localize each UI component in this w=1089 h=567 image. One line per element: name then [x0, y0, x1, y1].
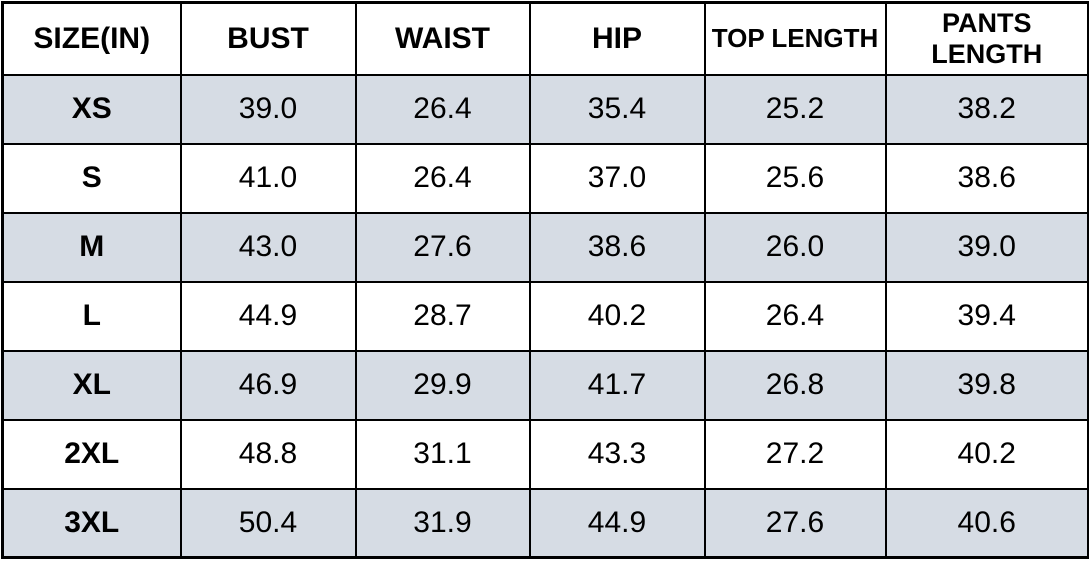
- column-header-label: TOP LENGTH: [711, 23, 879, 54]
- size-label: M: [1, 211, 182, 283]
- column-header: TOP LENGTH: [703, 1, 887, 76]
- table-row: L 44.9 28.7 40.2 26.4 39.4: [1, 280, 1089, 352]
- measurement-cell: 27.2: [703, 418, 887, 490]
- measurement-cell: 39.4: [884, 280, 1089, 352]
- measurement-cell: 26.0: [703, 211, 887, 283]
- column-header-label: SIZE(IN): [33, 21, 151, 55]
- size-label: 3XL: [1, 487, 182, 559]
- measurement-cell: 27.6: [703, 487, 887, 559]
- measurement-cell: 46.9: [179, 349, 357, 421]
- measurement-cell: 39.0: [179, 73, 357, 145]
- measurement-cell: 26.8: [703, 349, 887, 421]
- column-header: SIZE(IN): [1, 1, 182, 76]
- table-row: 3XL 50.4 31.9 44.9 27.6 40.6: [1, 487, 1089, 559]
- column-header-label: WAIST: [395, 21, 490, 55]
- header-row: SIZE(IN) BUST WAIST HIP TOP LENGTH PANTS LENG…: [1, 1, 1089, 76]
- column-header-label: BUST: [227, 21, 309, 55]
- table-row: S 41.0 26.4 37.0 25.6 38.6: [1, 142, 1089, 214]
- size-label: XL: [1, 349, 182, 421]
- measurement-cell: 26.4: [354, 142, 531, 214]
- measurement-cell: 35.4: [528, 73, 706, 145]
- column-header: BUST: [179, 1, 357, 76]
- column-header: PANTS LENGTH: [884, 1, 1089, 76]
- measurement-cell: 25.6: [703, 142, 887, 214]
- measurement-cell: 38.6: [884, 142, 1089, 214]
- measurement-cell: 38.6: [528, 211, 706, 283]
- measurement-cell: 43.0: [179, 211, 357, 283]
- column-header-label: PANTS LENGTH: [931, 7, 1043, 69]
- measurement-cell: 29.9: [354, 349, 531, 421]
- measurement-cell: 26.4: [703, 280, 887, 352]
- table-row: M 43.0 27.6 38.6 26.0 39.0: [1, 211, 1089, 283]
- measurement-cell: 41.0: [179, 142, 357, 214]
- column-header: WAIST: [354, 1, 531, 76]
- measurement-cell: 38.2: [884, 73, 1089, 145]
- column-header: HIP: [528, 1, 706, 76]
- table-header: SIZE(IN) BUST WAIST HIP TOP LENGTH PANTS LENG…: [1, 1, 1089, 76]
- measurement-cell: 44.9: [528, 487, 706, 559]
- measurement-cell: 50.4: [179, 487, 357, 559]
- measurement-cell: 40.2: [884, 418, 1089, 490]
- measurement-cell: 28.7: [354, 280, 531, 352]
- measurement-cell: 40.2: [528, 280, 706, 352]
- measurement-cell: 31.1: [354, 418, 531, 490]
- size-label: 2XL: [1, 418, 182, 490]
- size-label: S: [1, 142, 182, 214]
- table-row: XL 46.9 29.9 41.7 26.8 39.8: [1, 349, 1089, 421]
- size-label: XS: [1, 73, 182, 145]
- measurement-cell: 41.7: [528, 349, 706, 421]
- measurement-cell: 31.9: [354, 487, 531, 559]
- column-header-label: HIP: [591, 21, 642, 55]
- measurement-cell: 48.8: [179, 418, 357, 490]
- measurement-cell: 39.8: [884, 349, 1089, 421]
- size-label: L: [1, 280, 182, 352]
- measurement-cell: 44.9: [179, 280, 357, 352]
- measurement-cell: 40.6: [884, 487, 1089, 559]
- measurement-cell: 43.3: [528, 418, 706, 490]
- table-body: XS 39.0 26.4 35.4 25.2 38.2 S 41.0 26.4 37.0 25.6 3…: [1, 73, 1089, 559]
- measurement-cell: 26.4: [354, 73, 531, 145]
- measurement-cell: 25.2: [703, 73, 887, 145]
- table-row: 2XL 48.8 31.1 43.3 27.2 40.2: [1, 418, 1089, 490]
- measurement-cell: 39.0: [884, 211, 1089, 283]
- measurement-cell: 37.0: [528, 142, 706, 214]
- measurement-cell: 27.6: [354, 211, 531, 283]
- table-row: XS 39.0 26.4 35.4 25.2 38.2: [1, 73, 1089, 145]
